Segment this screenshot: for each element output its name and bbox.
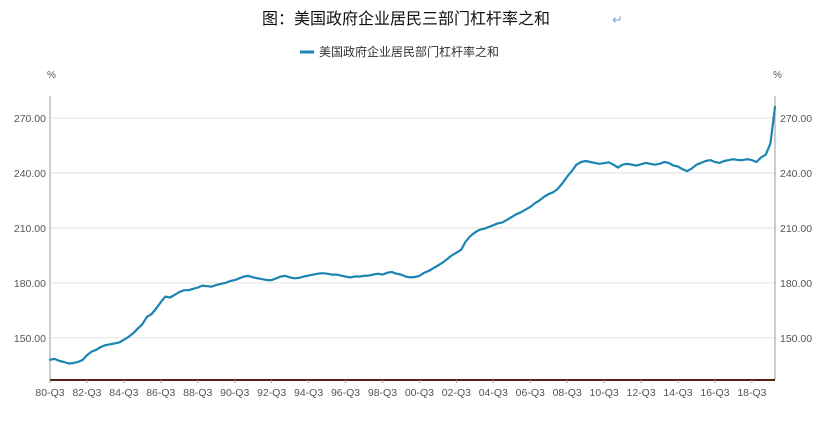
grid-lines xyxy=(50,117,775,339)
y-unit-left: % xyxy=(47,70,56,81)
y-tick-label-left: 150.00 xyxy=(14,333,46,345)
x-tick-label: 80-Q3 xyxy=(35,387,64,399)
x-tick-labels: 80-Q3 82-Q3 84-Q3 86-Q3 88-Q3 90-Q3 92-Q3 94-Q3… xyxy=(35,387,766,399)
y-tick-label-right: 150.00 xyxy=(780,333,812,345)
series-line xyxy=(48,105,777,365)
y-tick-label-left: 270.00 xyxy=(14,113,46,125)
x-tick-label: 12-Q3 xyxy=(626,387,655,399)
x-tick-label: 86-Q3 xyxy=(146,387,175,399)
x-tick-label: 00-Q3 xyxy=(405,387,434,399)
x-tick-label: 98-Q3 xyxy=(368,387,397,399)
x-tick-label: 06-Q3 xyxy=(516,387,545,399)
x-tick-label: 04-Q3 xyxy=(479,387,508,399)
chart-legend: 美国政府企业居民部门杠杆率之和 xyxy=(300,44,499,59)
x-tick-label: 02-Q3 xyxy=(442,387,471,399)
x-tick-label: 92-Q3 xyxy=(257,387,286,399)
x-tick-label: 16-Q3 xyxy=(700,387,729,399)
y-tick-label-right: 240.00 xyxy=(780,168,812,180)
y-tick-labels: 150.00 150.00 180.00 180.00 210.00 210.00 240.… xyxy=(14,113,812,345)
x-tick-label: 90-Q3 xyxy=(220,387,249,399)
x-tick-label: 14-Q3 xyxy=(663,387,692,399)
x-tick-label: 94-Q3 xyxy=(294,387,323,399)
legend-label: 美国政府企业居民部门杠杆率之和 xyxy=(319,44,499,59)
y-tick-label-right: 180.00 xyxy=(780,278,812,290)
x-tick-label: 82-Q3 xyxy=(72,387,101,399)
x-tick-label: 84-Q3 xyxy=(109,387,138,399)
x-tick-label: 88-Q3 xyxy=(183,387,212,399)
axes xyxy=(49,96,776,383)
x-tick-label: 08-Q3 xyxy=(553,387,582,399)
x-tick-label: 10-Q3 xyxy=(590,387,619,399)
y-tick-label-left: 180.00 xyxy=(14,278,46,290)
y-tick-label-left: 210.00 xyxy=(14,223,46,235)
y-tick-label-right: 210.00 xyxy=(780,223,812,235)
chart-title: 图：美国政府企业居民三部门杠杆率之和 xyxy=(262,9,550,28)
x-tick-label: 18-Q3 xyxy=(737,387,766,399)
series-layer xyxy=(48,105,777,365)
y-unit-right: % xyxy=(773,70,782,81)
return-mark: ↵ xyxy=(612,13,623,28)
y-tick-label-right: 270.00 xyxy=(780,113,812,125)
y-tick-label-left: 240.00 xyxy=(14,168,46,180)
x-tick-label: 96-Q3 xyxy=(331,387,360,399)
